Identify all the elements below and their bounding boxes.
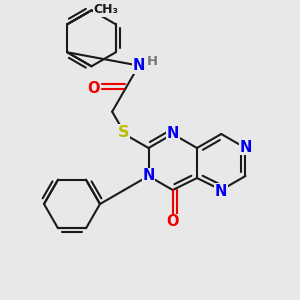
Text: N: N	[167, 127, 179, 142]
Text: N: N	[133, 58, 145, 73]
Text: H: H	[147, 55, 158, 68]
Text: N: N	[215, 184, 227, 199]
Text: CH₃: CH₃	[94, 3, 119, 16]
Text: O: O	[87, 81, 100, 96]
Text: S: S	[118, 125, 129, 140]
Text: N: N	[142, 169, 155, 184]
Text: N: N	[239, 140, 252, 154]
Text: O: O	[167, 214, 179, 229]
